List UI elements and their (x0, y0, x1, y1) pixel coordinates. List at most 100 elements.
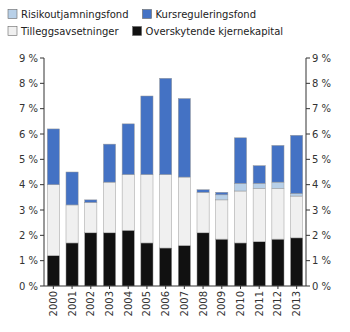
bar-segment (66, 243, 78, 286)
bar-segment (253, 166, 265, 184)
tick (221, 286, 222, 289)
bar-segment (291, 196, 303, 238)
bar-segment (216, 239, 228, 286)
bar-segment (160, 175, 172, 248)
tick (259, 286, 260, 289)
tick-label: 5 % (312, 154, 331, 165)
bar-segment (122, 175, 134, 231)
bar-segment (253, 242, 265, 286)
tick-label: 2 % (19, 230, 38, 241)
tick (40, 83, 44, 84)
bar-segment (66, 172, 78, 205)
bar-segment (216, 200, 228, 239)
tick (128, 286, 129, 289)
tick (40, 108, 44, 109)
bar-segment (122, 230, 134, 286)
legend-label: Kursreguleringsfond (156, 9, 257, 20)
bar-segment (197, 233, 209, 286)
tick (306, 210, 310, 211)
tick-label: 3 % (19, 205, 38, 216)
bar-segment (103, 182, 115, 233)
tick (40, 58, 44, 59)
bar-segment (291, 135, 303, 193)
bar-segment (160, 78, 172, 174)
bar-segment (272, 239, 284, 286)
tick (240, 286, 241, 289)
bar-segment (272, 145, 284, 182)
bar-segment (253, 188, 265, 241)
bar-segment (85, 233, 97, 286)
tick (306, 159, 310, 160)
bar-segment (216, 195, 228, 200)
tick (296, 286, 297, 289)
chart: 0 %1 %2 %3 %4 %5 %6 %7 %8 %9 %0 %1 %2 %3… (0, 0, 350, 332)
tick-label: 0 % (19, 281, 38, 292)
category-label: 2002 (85, 291, 96, 316)
tick (165, 286, 166, 289)
tick-label: 9 % (19, 53, 38, 64)
bar-segment (234, 191, 246, 243)
bar-segment (272, 188, 284, 239)
bar-segment (291, 194, 303, 197)
category-label: 2012 (272, 291, 283, 316)
bar-segment (141, 175, 153, 243)
tick (40, 235, 44, 236)
category-label: 2005 (141, 291, 152, 316)
tick (40, 286, 44, 287)
category-label: 2008 (198, 291, 209, 316)
tick-label: 8 % (19, 78, 38, 89)
bar-segment (272, 182, 284, 188)
legend-label: Tilleggsavsetninger (20, 26, 119, 37)
tick (90, 286, 91, 289)
bar-segment (141, 243, 153, 286)
bar-segment (103, 233, 115, 286)
tick (40, 210, 44, 211)
tick-label: 9 % (312, 53, 331, 64)
bar-segment (216, 192, 228, 195)
tick (184, 286, 185, 289)
category-label: 2001 (67, 291, 78, 316)
category-label: 2003 (104, 291, 115, 316)
x-axis-line (44, 286, 306, 287)
category-label: 2009 (216, 291, 227, 316)
tick (306, 58, 310, 59)
tick-label: 6 % (19, 129, 38, 140)
tick (306, 286, 310, 287)
tick-label: 1 % (312, 255, 331, 266)
tick (40, 260, 44, 261)
tick (306, 235, 310, 236)
tick (306, 83, 310, 84)
bar-segment (103, 144, 115, 182)
bar-segment (197, 192, 209, 233)
bar-segment (160, 248, 172, 286)
tick-label: 4 % (19, 179, 38, 190)
category-label: 2006 (160, 291, 171, 316)
legend-swatch (8, 10, 17, 19)
category-label: 2004 (123, 291, 134, 316)
tick (40, 159, 44, 160)
tick-label: 1 % (19, 255, 38, 266)
tick (306, 108, 310, 109)
bar-segment (291, 238, 303, 286)
legend-swatch (133, 27, 142, 36)
tick-label: 7 % (312, 103, 331, 114)
bar-segment (178, 177, 190, 245)
legend: RisikoutjamningsfondKursreguleringsfondT… (8, 9, 283, 37)
bar-segment (66, 205, 78, 243)
bar-segment (253, 183, 265, 188)
tick-label: 8 % (312, 78, 331, 89)
tick (40, 134, 44, 135)
axes: 0 %1 %2 %3 %4 %5 %6 %7 %8 %9 %0 %1 %2 %3… (19, 53, 331, 317)
tick-label: 5 % (19, 154, 38, 165)
bar-segment (122, 124, 134, 175)
bar-segment (85, 200, 97, 203)
category-label: 2013 (291, 291, 302, 316)
tick (306, 260, 310, 261)
legend-swatch (143, 10, 152, 19)
category-label: 2007 (179, 291, 190, 316)
bars (47, 78, 302, 286)
bar-segment (197, 190, 209, 193)
tick (306, 134, 310, 135)
legend-swatch (8, 27, 17, 36)
tick-label: 2 % (312, 230, 331, 241)
